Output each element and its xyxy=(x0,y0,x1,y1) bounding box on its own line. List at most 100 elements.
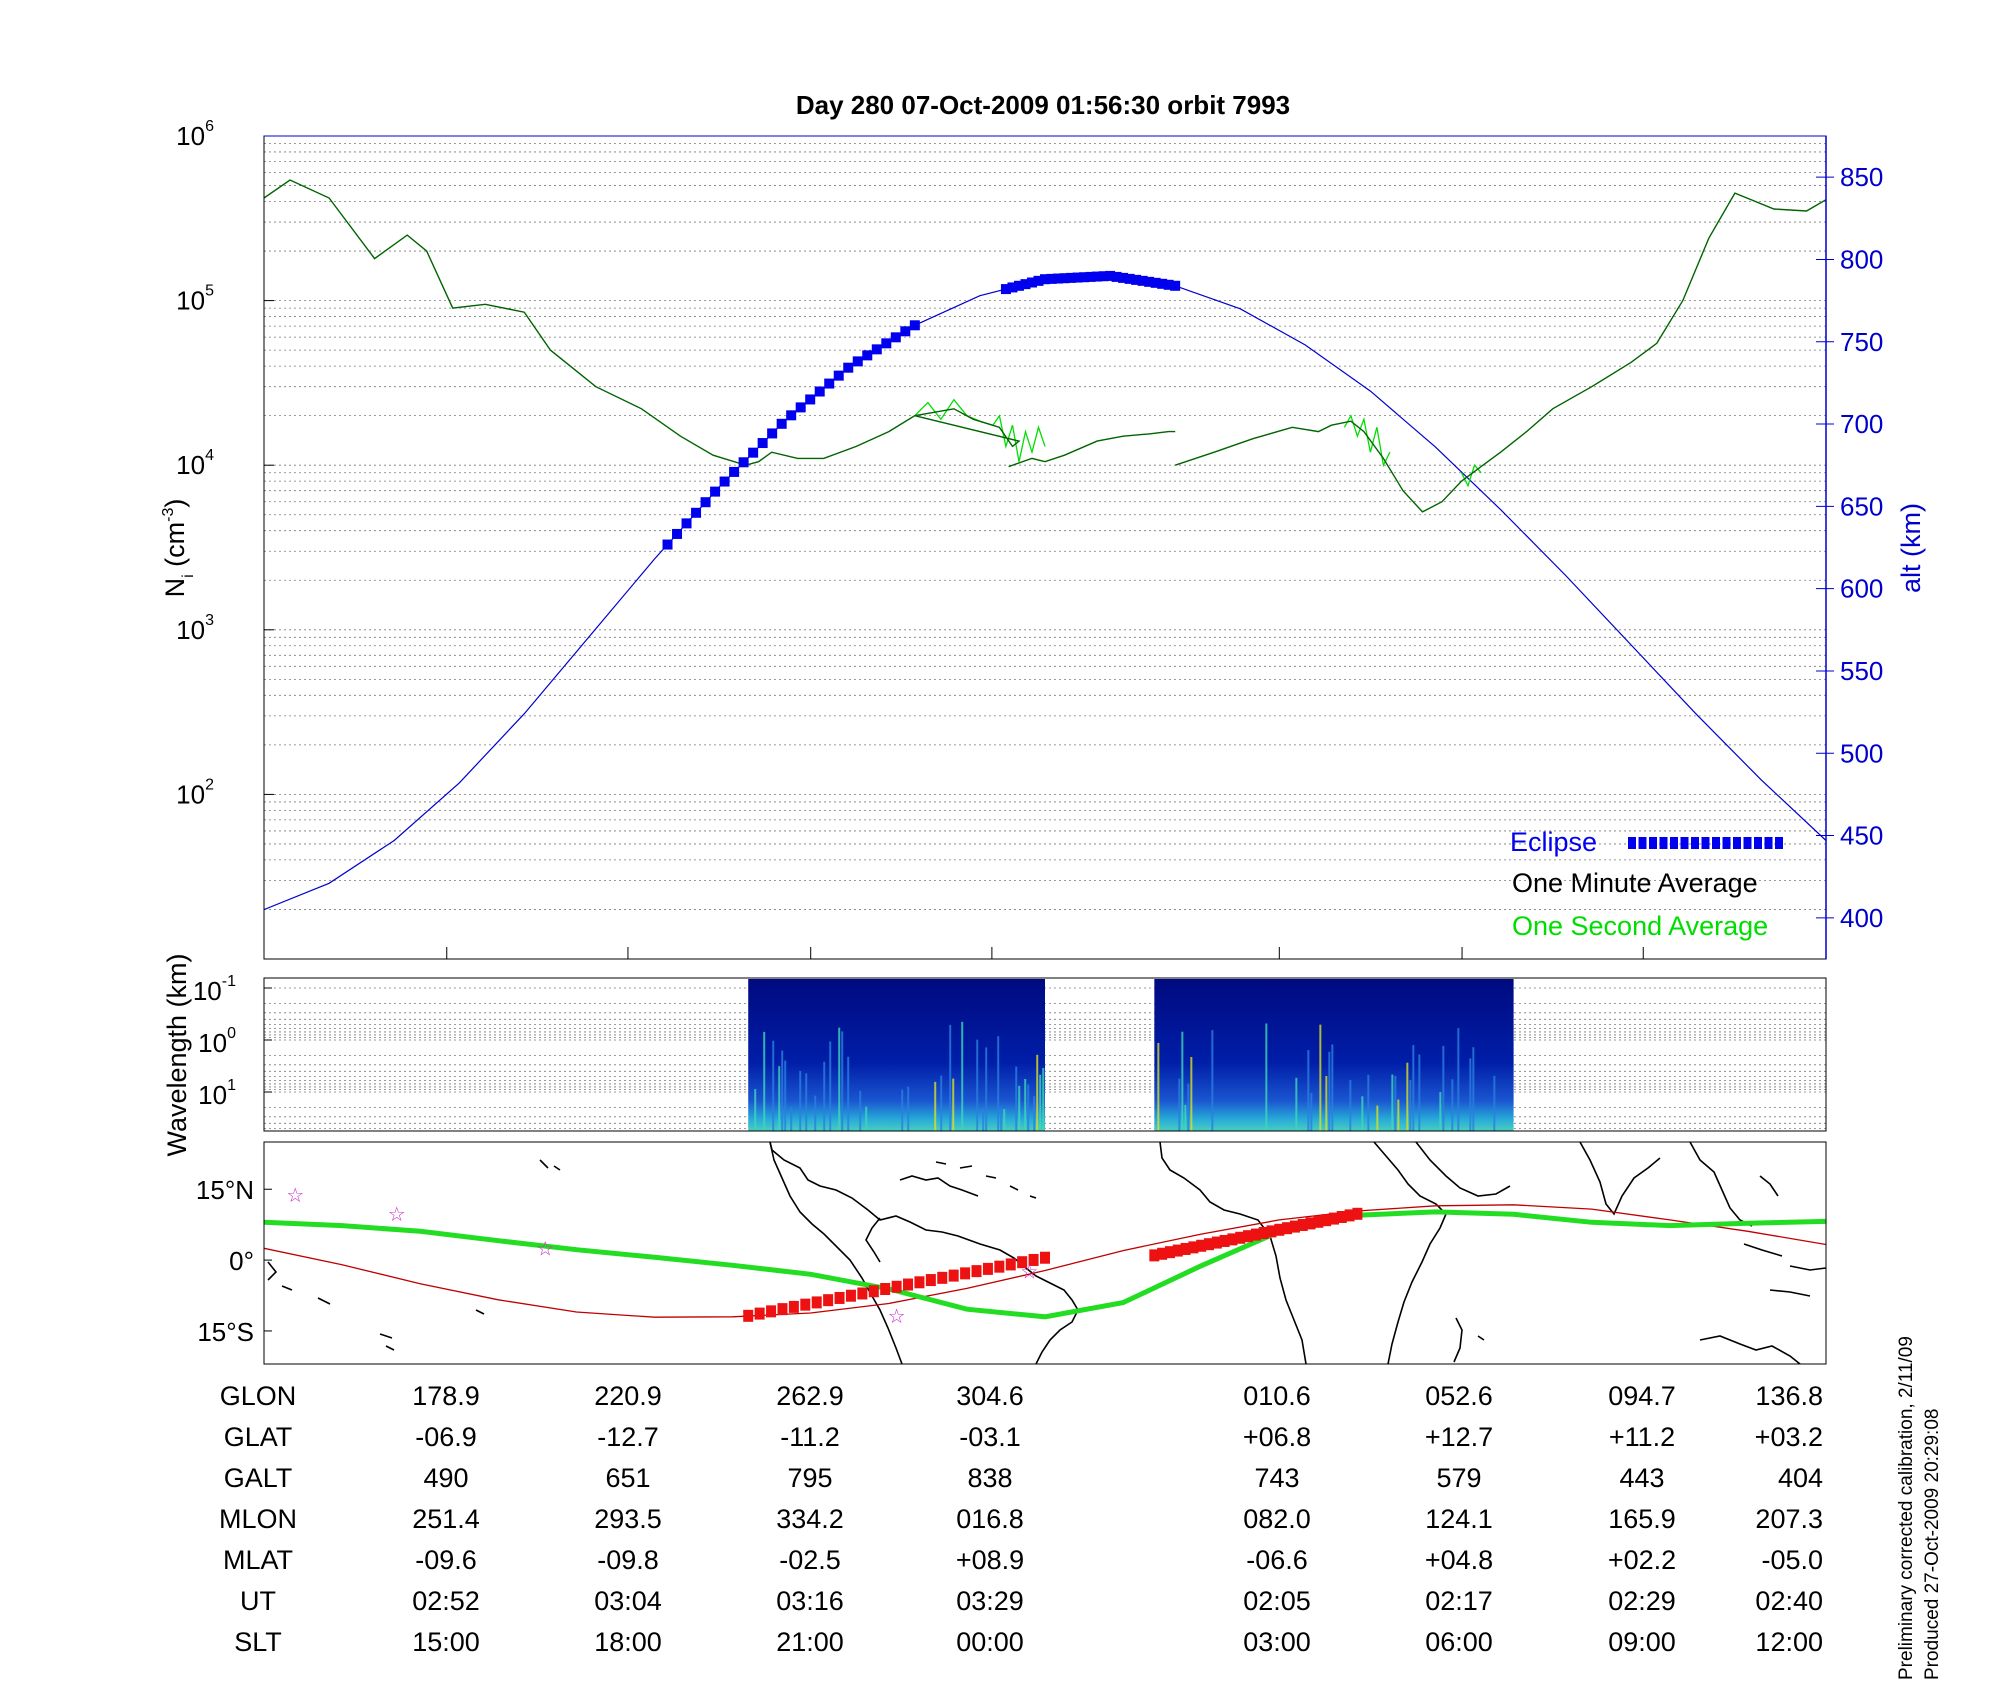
spectrogram-streak xyxy=(1418,1054,1421,1131)
eclipse-track-marker xyxy=(903,1278,914,1291)
legend-eclipse-marker xyxy=(1712,837,1720,849)
calibration-note: Preliminary corrected calibration, 2/11/… xyxy=(1896,1336,1917,1680)
lat-tick-label: 15°N xyxy=(196,1175,254,1205)
ground-track-path xyxy=(264,1209,1826,1320)
table-cell: 18:00 xyxy=(594,1627,662,1657)
eclipse-marker xyxy=(729,466,740,477)
table-cell: -02.5 xyxy=(779,1545,841,1575)
eclipse-track-marker xyxy=(1180,1242,1191,1255)
lat-tick-label: 15°S xyxy=(197,1317,254,1347)
table-cell: 838 xyxy=(967,1463,1012,1493)
density-axis-label: Ni (cm-3) xyxy=(160,499,197,598)
spectrogram-streak xyxy=(985,1047,988,1131)
star-marker: ☆ xyxy=(536,1236,554,1260)
spectrogram-streak xyxy=(1325,1075,1328,1131)
spectrogram-streak xyxy=(1412,1045,1415,1131)
spectrogram-streak xyxy=(778,1066,781,1131)
ephemeris-table: GLON GLAT GALT MLON MLAT UT SLT 178.9 -06.9 490 25… xyxy=(219,1381,1823,1657)
altitude-series xyxy=(264,275,1826,911)
row-label: GALT xyxy=(224,1463,293,1493)
table-cell: 207.3 xyxy=(1755,1504,1823,1534)
eclipse-track-marker xyxy=(811,1296,822,1309)
eclipse-marker xyxy=(1066,272,1077,283)
table-cell: 12:00 xyxy=(1755,1627,1823,1657)
legend-eclipse-marker xyxy=(1680,837,1689,849)
eclipse-marker xyxy=(719,476,730,487)
eclipse-track-marker xyxy=(960,1267,971,1280)
spectrogram-streak xyxy=(952,1078,955,1131)
y-tick-exponent: 2 xyxy=(205,776,214,793)
spectrogram-streak xyxy=(772,1040,775,1131)
eclipse-marker xyxy=(1170,280,1181,291)
lat-tick-label: 0° xyxy=(229,1246,254,1276)
eclipse-marker xyxy=(1111,271,1122,282)
table-cell: 052.6 xyxy=(1425,1381,1493,1411)
eclipse-track-marker xyxy=(1227,1233,1238,1246)
one-minute-line xyxy=(264,179,1021,466)
table-cell: 082.0 xyxy=(1243,1504,1311,1534)
altitude-line xyxy=(264,275,1826,911)
spectrogram-streak xyxy=(1493,1075,1496,1131)
satellite-ground-track xyxy=(264,1209,1826,1320)
magnetic-equator-path xyxy=(264,1204,1826,1318)
spectrogram-streak xyxy=(754,1089,757,1131)
table-cell: 03:29 xyxy=(956,1586,1024,1616)
spectrogram-streak xyxy=(838,1027,841,1131)
y-tick-label: 103 xyxy=(176,612,214,645)
table-cell: +04.8 xyxy=(1425,1545,1493,1575)
eclipse-marker xyxy=(1137,275,1148,286)
spectrogram-streak xyxy=(1211,1030,1214,1131)
eclipse-track-marker xyxy=(994,1260,1005,1273)
eclipse-track-marker xyxy=(1005,1258,1016,1271)
eclipse-track-marker xyxy=(1344,1209,1355,1222)
eclipse-track-marker xyxy=(891,1280,902,1293)
spectrogram-streak xyxy=(790,1106,793,1131)
row-label: MLAT xyxy=(223,1545,293,1575)
spectrogram-streak xyxy=(1178,1078,1181,1131)
legend-eclipse-marker xyxy=(1775,837,1783,849)
produced-note: Produced 27-Oct-2009 20:29:08 xyxy=(1922,1409,1943,1680)
eclipse-track-marker xyxy=(1328,1212,1339,1225)
table-cell: 21:00 xyxy=(776,1627,844,1657)
spectrogram-streak xyxy=(1157,1042,1160,1131)
eclipse-marker xyxy=(843,362,854,373)
eclipse-track-marker xyxy=(868,1285,879,1298)
eclipse-marker xyxy=(1085,271,1096,282)
eclipse-track-markers xyxy=(743,1207,1363,1322)
spectrogram-streak xyxy=(1439,1092,1442,1131)
spectrogram-streak xyxy=(1442,1045,1445,1131)
eclipse-track-marker xyxy=(834,1291,845,1304)
table-cell: +02.2 xyxy=(1608,1545,1676,1575)
spectrogram-streak xyxy=(784,1060,787,1131)
table-cell: -09.8 xyxy=(597,1545,659,1575)
eclipse-track-marker xyxy=(1258,1226,1269,1239)
table-cell: 02:40 xyxy=(1755,1586,1823,1616)
y-tick-label: 104 xyxy=(176,447,214,480)
star-marker: ☆ xyxy=(286,1183,304,1207)
spectrogram-streak xyxy=(1472,1047,1475,1131)
eclipse-track-marker xyxy=(857,1287,868,1300)
legend-eclipse-marker xyxy=(1670,837,1678,849)
eclipse-track-marker xyxy=(743,1309,754,1322)
legend-eclipse-marker xyxy=(1659,837,1668,849)
map-frame xyxy=(263,1141,1827,1365)
eclipse-marker xyxy=(833,370,844,381)
eclipse-track-marker xyxy=(845,1289,856,1302)
eclipse-track-marker xyxy=(1040,1251,1050,1264)
eclipse-track-marker xyxy=(1266,1225,1277,1238)
eclipse-track-marker xyxy=(754,1307,765,1320)
spectrogram-streak xyxy=(1331,1044,1334,1131)
spectrogram-streak xyxy=(1018,1085,1021,1131)
one-minute-line xyxy=(1008,430,1176,468)
eclipse-marker xyxy=(757,438,768,449)
eclipse-marker xyxy=(1059,273,1070,284)
spectrogram-streak xyxy=(1190,1056,1193,1131)
eclipse-marker xyxy=(900,326,911,337)
density-x-ticks xyxy=(446,947,1827,959)
eclipse-marker xyxy=(672,528,683,539)
one-minute-series xyxy=(264,179,1826,513)
spectrogram-streak xyxy=(859,1090,862,1131)
spectrogram-streak xyxy=(1349,1080,1352,1131)
